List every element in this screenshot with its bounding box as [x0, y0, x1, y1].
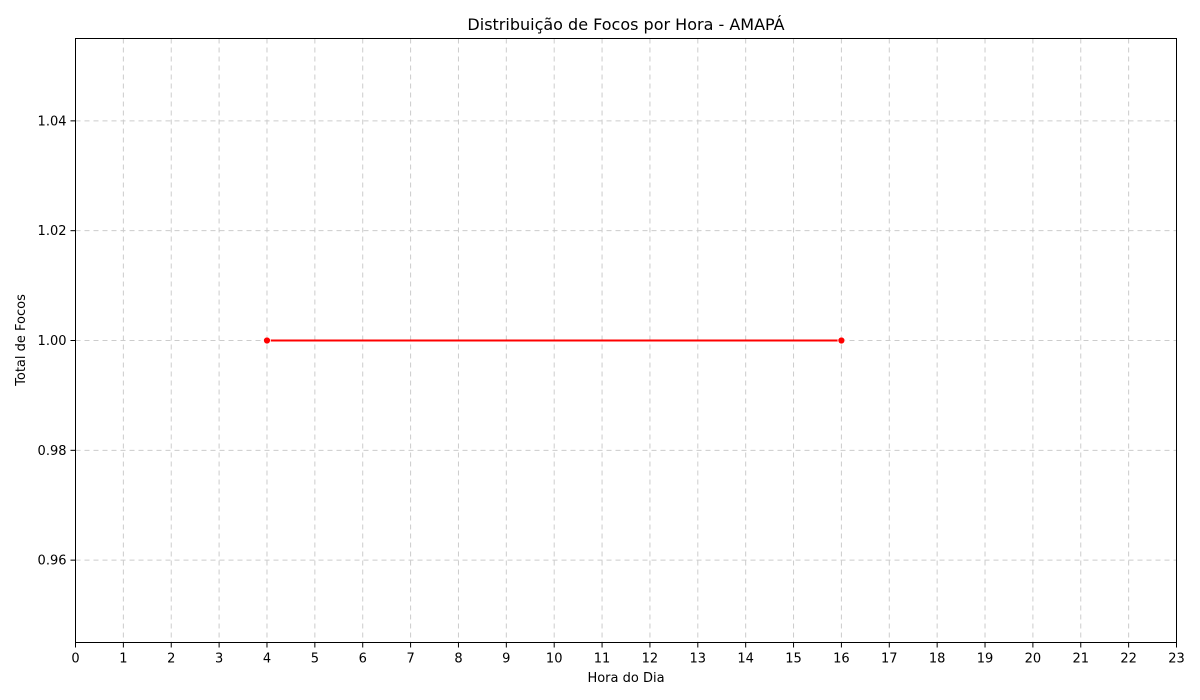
y-tick-label: 0.96	[38, 554, 67, 569]
x-tick-label: 13	[690, 652, 707, 667]
x-tick-label: 3	[215, 652, 223, 667]
x-tick-label: 16	[833, 652, 850, 667]
x-tick-label: 17	[881, 652, 898, 667]
x-tick-label: 20	[1025, 652, 1042, 667]
chart-title: Distribuição de Focos por Hora - AMAPÁ	[467, 15, 784, 34]
x-tick-label: 8	[454, 652, 462, 667]
x-tick-label: 4	[263, 652, 271, 667]
x-tick-label: 21	[1072, 652, 1089, 667]
x-tick-label: 0	[71, 652, 79, 667]
x-tick-label: 22	[1120, 652, 1137, 667]
x-tick-label: 23	[1168, 652, 1185, 667]
x-tick-label: 19	[977, 652, 994, 667]
data-point	[263, 336, 271, 345]
x-tick-label: 14	[737, 652, 754, 667]
y-tick-label: 1.04	[38, 114, 67, 129]
y-tick-label: 1.00	[38, 334, 67, 349]
series-layer	[263, 336, 846, 345]
x-tick-label: 12	[642, 652, 659, 667]
x-tick-label: 1	[119, 652, 127, 667]
y-axis-label: Total de Focos	[14, 294, 29, 387]
x-tick-label: 18	[929, 652, 946, 667]
y-tick-label: 0.98	[38, 444, 67, 459]
x-tick-label: 15	[785, 652, 802, 667]
x-tick-label: 2	[167, 652, 175, 667]
x-tick-label: 11	[594, 652, 611, 667]
x-axis-label: Hora do Dia	[587, 671, 664, 686]
y-tick-label: 1.02	[38, 224, 67, 239]
data-point	[837, 336, 846, 345]
x-tick-label: 9	[502, 652, 510, 667]
y-axis: 0.96 0.98 1.00 1.02 1.04	[38, 114, 76, 569]
x-tick-label: 7	[406, 652, 414, 667]
x-tick-label: 10	[546, 652, 563, 667]
x-axis: 0 1 2 3 4 5 6 7 8 9 10 11 12 13 14 15 16 17 18 19 20 21 22 23	[71, 642, 1185, 667]
x-tick-label: 6	[359, 652, 367, 667]
x-tick-label: 5	[311, 652, 319, 667]
